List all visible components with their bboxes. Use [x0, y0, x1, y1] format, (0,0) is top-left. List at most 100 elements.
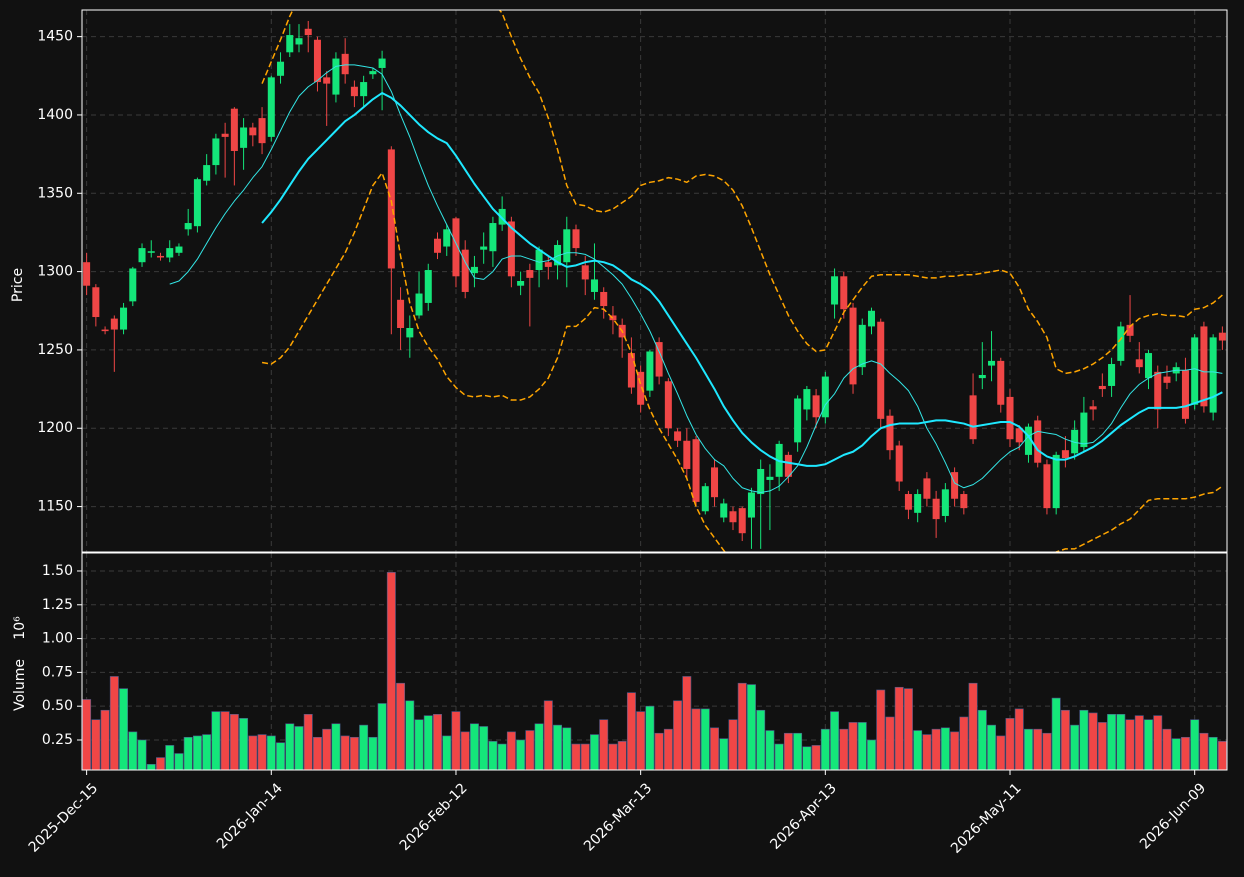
candle-body: [757, 468, 765, 495]
volume-bar: [165, 745, 175, 770]
y-scale-label: 10⁶: [12, 616, 28, 640]
volume-bar: [414, 719, 424, 770]
volume-bar: [442, 735, 452, 770]
candle-body: [517, 281, 525, 286]
volume-bar: [950, 731, 960, 770]
candle-body: [1080, 412, 1088, 448]
volume-bar: [654, 732, 664, 770]
candle-body: [1034, 420, 1042, 463]
candle-body: [1089, 406, 1097, 410]
candle-body: [784, 454, 792, 477]
candle-body: [424, 270, 432, 303]
volume-bar: [91, 719, 101, 770]
candle-body: [766, 476, 774, 480]
volume-bar: [128, 731, 138, 770]
candle-body: [683, 440, 691, 469]
volume-bar: [1024, 728, 1033, 770]
candle-body: [867, 310, 876, 327]
volume-bar: [1134, 715, 1144, 770]
volume-bar: [728, 719, 738, 770]
candle-body: [1061, 450, 1069, 459]
y-tick-label: 0.25: [42, 732, 73, 748]
volume-bar: [1005, 718, 1015, 770]
volume-bar: [285, 723, 295, 770]
volume-bar: [820, 728, 830, 770]
volume-bar: [1144, 719, 1153, 770]
candle-body: [240, 127, 248, 148]
volume-bar: [257, 734, 267, 770]
volume-bar: [192, 735, 202, 770]
candle-body: [83, 262, 91, 286]
volume-bar: [1116, 713, 1126, 770]
volume-bar: [516, 739, 526, 770]
candle-body: [664, 381, 672, 429]
volume-bar: [553, 724, 562, 770]
volume-bar: [506, 731, 516, 770]
candle-body: [1108, 364, 1116, 386]
candle-body: [203, 165, 211, 181]
volume-bar: [239, 718, 249, 770]
volume-bar: [857, 722, 867, 770]
candle-body: [590, 279, 598, 292]
volume-bar: [1088, 712, 1098, 770]
candle-body: [267, 77, 275, 137]
line-series: [261, 92, 1223, 467]
candle-body: [507, 221, 515, 277]
candle-body: [627, 353, 635, 388]
panel-frame: [81, 9, 1228, 553]
volume-bar: [756, 709, 766, 770]
y-axis-label: Volume: [12, 659, 28, 711]
plot-area: [82, 553, 1227, 770]
candle-body: [1006, 396, 1014, 440]
candle-body: [978, 374, 986, 379]
volume-bar: [1033, 728, 1043, 770]
y-tick-label: 1200: [37, 420, 73, 436]
candle-body: [932, 498, 940, 520]
candle-body: [1181, 370, 1189, 419]
candle-body: [129, 268, 137, 302]
candle-body: [1163, 376, 1171, 383]
volume-bar: [137, 739, 147, 770]
volume-bar: [774, 743, 784, 770]
candle-body: [581, 265, 589, 280]
candle-body: [433, 238, 442, 253]
volume-bar: [682, 676, 692, 770]
candle-body: [378, 58, 386, 68]
volume-bar: [765, 730, 775, 770]
volume-bar: [266, 735, 276, 770]
candle-body: [175, 246, 183, 253]
volume-bar: [626, 692, 636, 770]
candle-body: [323, 77, 331, 84]
volume-bar: [811, 745, 821, 770]
candle-body: [849, 307, 857, 385]
candle-body: [166, 248, 174, 258]
volume-bar: [525, 730, 535, 770]
candle-body: [674, 431, 682, 441]
candle-body: [92, 287, 100, 318]
volume-bar: [1051, 697, 1061, 770]
candle-body: [489, 223, 497, 252]
volume-bar: [987, 724, 996, 770]
candle-body: [1200, 326, 1208, 407]
volume-bar: [913, 730, 923, 770]
candle-body: [332, 58, 340, 95]
y-tick-label: 1450: [37, 29, 73, 45]
candle-body: [1098, 385, 1106, 390]
candle-body: [1145, 353, 1153, 379]
candle-body: [147, 251, 155, 253]
candle-body: [1135, 359, 1143, 368]
volume-bar: [839, 728, 849, 770]
volume-bar: [202, 734, 212, 770]
candle-body: [110, 318, 118, 330]
candle-body: [988, 360, 996, 366]
candle-body: [341, 53, 349, 75]
candle-body: [406, 327, 414, 338]
candle-body: [637, 371, 645, 405]
line-series: [261, 10, 1223, 375]
candle-body: [193, 179, 201, 227]
candle-body: [646, 351, 654, 391]
candle-body: [221, 133, 229, 137]
volume-bar: [783, 732, 793, 770]
volume-bar: [1070, 724, 1080, 770]
volume-bar: [894, 686, 904, 770]
